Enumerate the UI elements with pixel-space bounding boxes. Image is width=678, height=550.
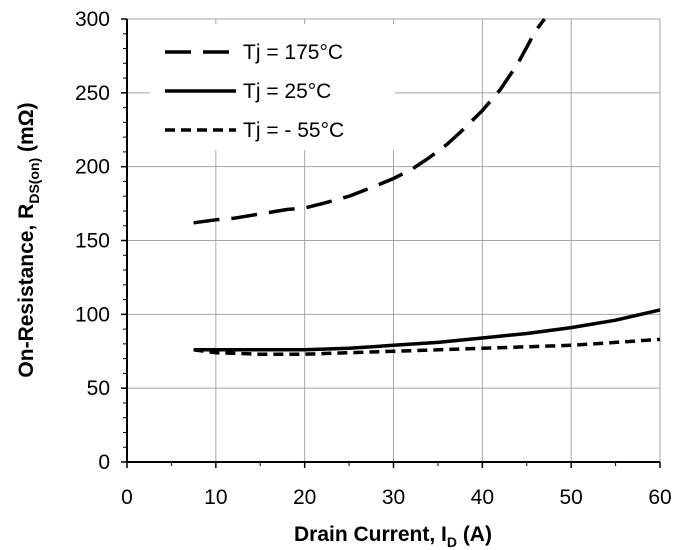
y-tick-label: 150	[75, 230, 110, 253]
y-tick-label: 250	[75, 82, 110, 105]
legend-label-0: Tj = 175°C	[243, 41, 343, 64]
x-tick-label: 50	[559, 486, 582, 509]
y-axis-title: On-Resistance, RDS(on) (mΩ)	[15, 102, 42, 377]
y-axis-title-subscript: DS(on)	[26, 158, 42, 204]
y-tick-label: 100	[75, 303, 110, 326]
y-tick-label: 300	[75, 8, 110, 31]
x-axis-title-subscript: D	[447, 534, 457, 550]
axes	[121, 18, 661, 468]
series-line-0	[193, 17, 546, 225]
tick-labels: 0 10 20 30 40 50 60 0 50 100 150 200 250 300	[75, 8, 672, 509]
x-tick-label: 40	[471, 486, 494, 509]
y-tick-label: 200	[75, 156, 110, 179]
y-tick-label: 50	[87, 377, 110, 400]
y-axis-title-unit: (mΩ)	[15, 102, 38, 157]
series-line-1	[193, 308, 661, 352]
y-tick-label: 0	[98, 451, 110, 474]
series-line-2	[193, 337, 661, 356]
legend: Tj = 175°C Tj = 25°C Tj = - 55°C	[150, 24, 395, 150]
x-tick-label: 20	[293, 486, 316, 509]
x-axis-title-unit: (A)	[457, 523, 492, 546]
x-tick-label: 10	[204, 486, 227, 509]
x-tick-label: 60	[648, 486, 671, 509]
x-tick-label: 30	[382, 486, 405, 509]
x-axis-title: Drain Current, ID (A)	[294, 523, 492, 550]
legend-label-2: Tj = - 55°C	[243, 119, 344, 142]
x-tick-label: 0	[121, 486, 133, 509]
series-layer	[193, 17, 661, 356]
y-axis-title-main: On-Resistance, R	[15, 204, 38, 378]
legend-label-1: Tj = 25°C	[243, 80, 331, 103]
x-axis-title-main: Drain Current, I	[294, 523, 447, 546]
